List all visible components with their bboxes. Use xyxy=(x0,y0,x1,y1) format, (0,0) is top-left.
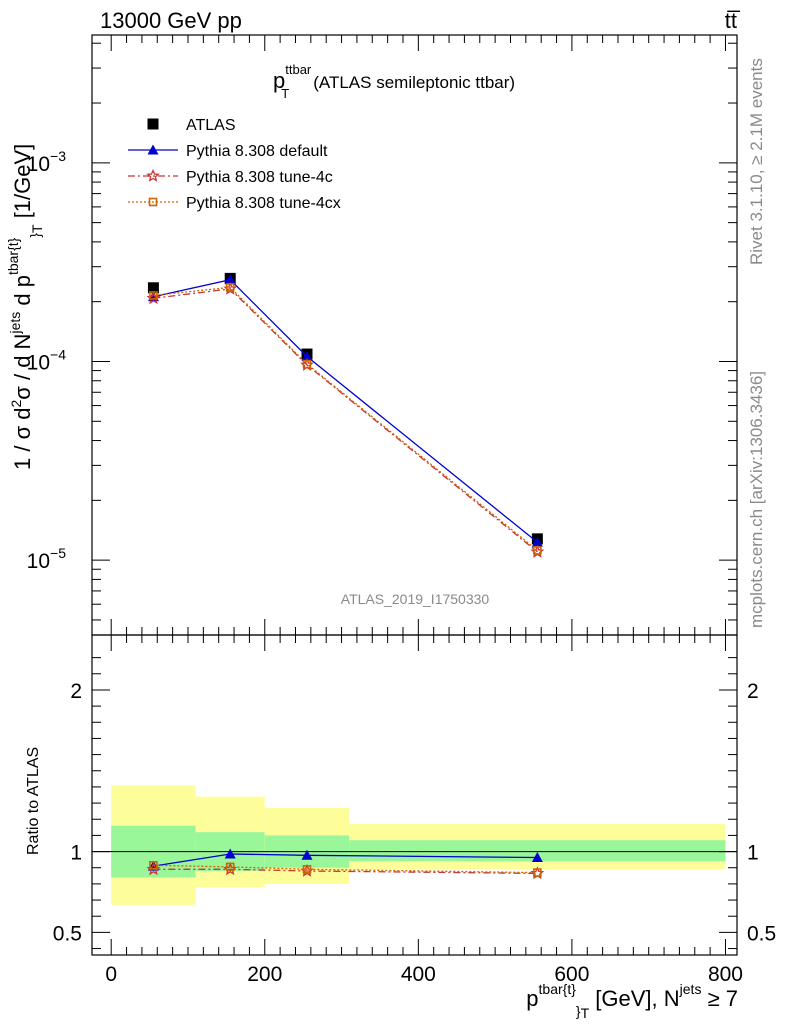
main-point-3-1 xyxy=(225,283,235,292)
ratio-point-2-3 xyxy=(533,868,542,877)
ratio-ylabel: Ratio to ATLAS xyxy=(25,747,42,855)
x-tick-label: 400 xyxy=(401,963,436,986)
x-tick-label: 600 xyxy=(554,963,589,986)
legend-marker-2 xyxy=(146,168,160,182)
ratio-plot: 0.5 0.5 1 1 2 2 0 200 400 600 800 xyxy=(53,634,776,986)
main-point-3-2 xyxy=(302,359,312,369)
process-label: tt̅ xyxy=(725,8,741,33)
ratio-point-2-1 xyxy=(225,862,235,872)
main-point-1-2 xyxy=(301,350,313,361)
rivet-label: Rivet 3.1.10, ≥ 2.1M events xyxy=(747,58,766,265)
x-tick-label: 200 xyxy=(247,963,282,986)
ratio-series-line-2 xyxy=(153,864,538,874)
main-series-line-1 xyxy=(153,278,538,543)
legend-marker-3 xyxy=(148,197,158,207)
ratio-series-line-0 xyxy=(153,853,538,867)
energy-label: 13000 GeV pp xyxy=(100,8,242,33)
ratio-ytick-label-left: 1 xyxy=(70,842,82,865)
main-point-1-3 xyxy=(531,536,543,547)
x-tick-label: 800 xyxy=(708,963,743,986)
ratio-point-0-2 xyxy=(301,849,313,860)
main-point-3-0 xyxy=(149,291,158,300)
main-plot: 10−5 10−4 10−3 xyxy=(27,34,738,636)
ratio-point-0-1 xyxy=(224,848,236,859)
ratio-frame xyxy=(91,634,738,956)
ratio-point-2-0 xyxy=(149,861,158,870)
main-point-1-1 xyxy=(224,274,236,285)
main-point-0-0 xyxy=(147,282,159,294)
main-series-line-2 xyxy=(153,288,538,553)
legend-marker-1 xyxy=(147,144,159,155)
legend: ATLAS Pythia 8.308 default Pythia 8.308 tu… xyxy=(128,117,341,212)
ratio-point-2-2 xyxy=(302,865,312,874)
ratio-ytick-label-right: 0.5 xyxy=(747,922,776,945)
analysis-watermark: ATLAS_2019_I1750330 xyxy=(341,591,490,607)
main-ytick-label: 10−4 xyxy=(27,346,67,374)
ratio-series-line-1 xyxy=(153,868,538,875)
legend-marker-0 xyxy=(147,118,159,130)
x-axis-label: ptbar{t}}T [GeV], Njets ≥ 7 xyxy=(526,981,738,1021)
main-series-line-3 xyxy=(153,286,538,551)
legend-label-3: Pythia 8.308 tune-4cx xyxy=(186,195,341,212)
main-ytick-label: 10−3 xyxy=(27,148,67,176)
legend-label-1: Pythia 8.308 default xyxy=(186,143,328,160)
main-ytick-label: 10−5 xyxy=(27,545,67,573)
legend-label-0: ATLAS xyxy=(186,117,236,134)
ratio-ytick-label-left: 0.5 xyxy=(53,922,82,945)
ratio-point-0-3 xyxy=(531,852,543,863)
main-point-3-3 xyxy=(533,546,542,555)
legend-label-2: Pythia 8.308 tune-4c xyxy=(186,169,333,186)
mcplots-label: mcplots.cern.ch [arXiv:1306.3436] xyxy=(747,371,766,628)
main-title: pttbar T(ATLAS semileptonic ttbar) xyxy=(273,62,515,101)
main-ylabel: 1 / σ d2σ / d Njets d ptbar{t}}T [1/GeV] xyxy=(5,144,45,470)
x-tick-label: 0 xyxy=(105,963,117,986)
ratio-ytick-label-right: 1 xyxy=(747,842,759,865)
ratio-ytick-label-right: 2 xyxy=(747,680,759,703)
ratio-ytick-label-left: 2 xyxy=(70,680,82,703)
